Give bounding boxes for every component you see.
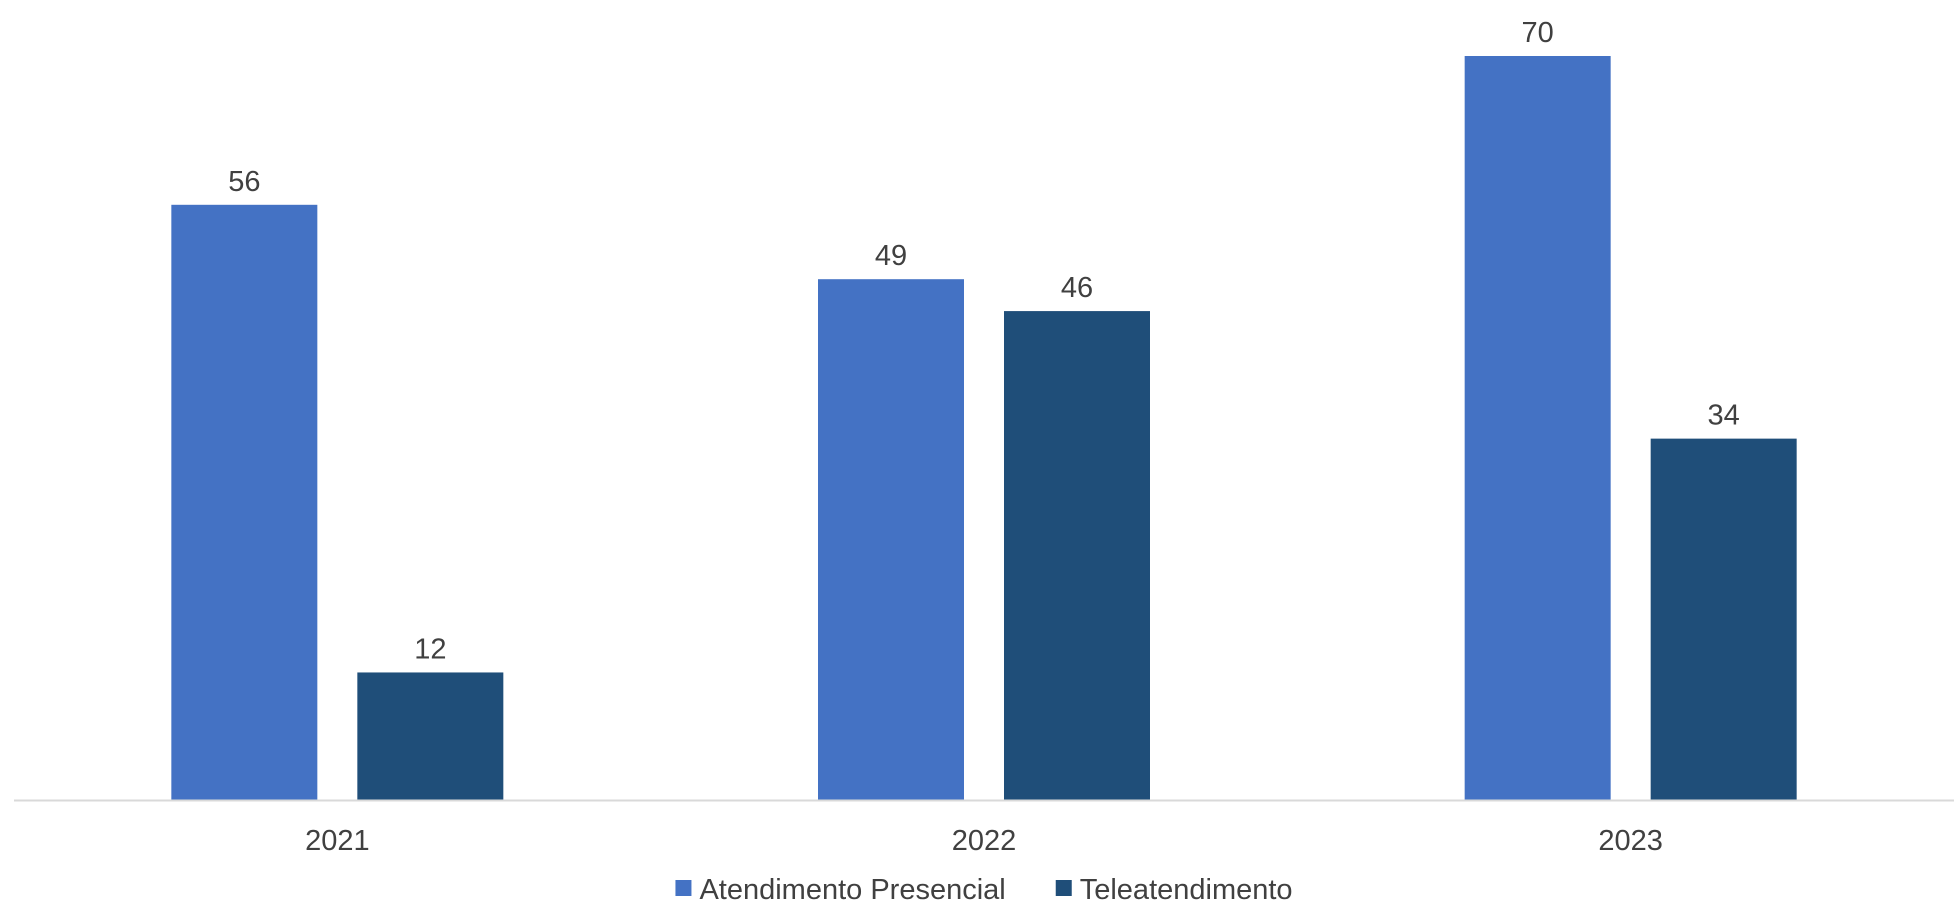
legend-swatch	[675, 880, 692, 896]
bar-atendimento-presencial-2023	[1464, 56, 1611, 800]
legend: Atendimento Presencial Teleatendimento	[675, 874, 1293, 906]
bar-teleatendimento-2022	[1004, 311, 1150, 800]
data-label: 34	[1708, 400, 1740, 432]
x-axis-tick-labels: 2021 2022 2023	[305, 825, 1663, 857]
legend-item-teleatendimento: Teleatendimento	[1055, 874, 1293, 906]
data-label: 70	[1522, 17, 1554, 49]
data-label: 56	[228, 166, 260, 198]
bar-teleatendimento-2021	[357, 672, 504, 800]
x-tick-label-2021: 2021	[305, 825, 370, 857]
bar-teleatendimento-2023	[1650, 438, 1797, 800]
bar-atendimento-presencial-2022	[818, 279, 964, 800]
data-label: 12	[414, 633, 446, 665]
legend-swatch	[1055, 880, 1072, 896]
legend-label: Teleatendimento	[1080, 874, 1293, 906]
data-labels-layer: 56 12 49 46 70 34	[228, 17, 1740, 665]
data-label: 46	[1061, 272, 1093, 304]
data-label: 49	[875, 240, 907, 272]
bar-atendimento-presencial-2021	[171, 204, 318, 801]
bars-layer	[171, 56, 1797, 801]
x-tick-label-2022: 2022	[952, 825, 1017, 857]
legend-item-atendimento-presencial: Atendimento Presencial	[675, 874, 1006, 906]
legend-label: Atendimento Presencial	[699, 874, 1005, 906]
x-tick-label-2023: 2023	[1598, 825, 1663, 857]
